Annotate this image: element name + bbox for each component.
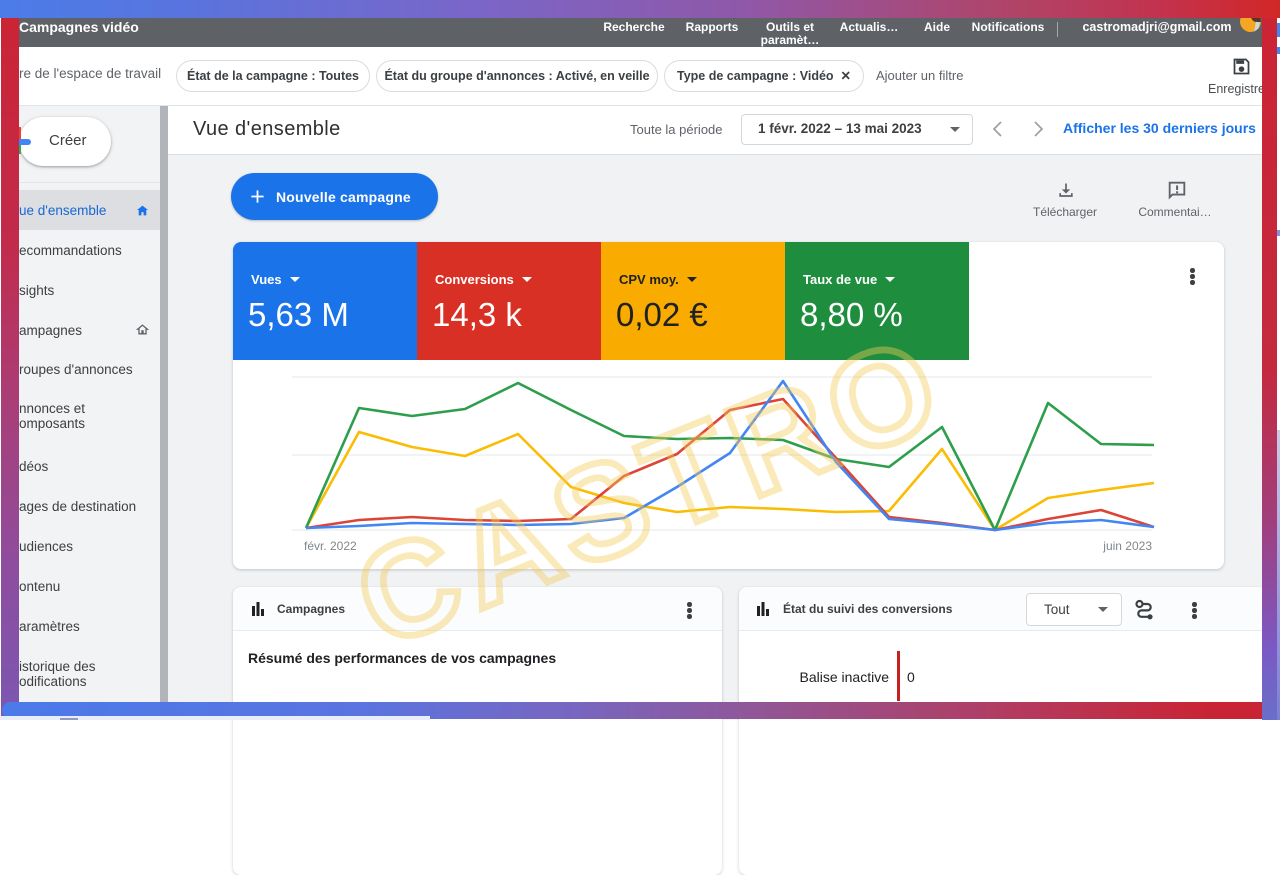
- svg-text:juin 2023: juin 2023: [1102, 539, 1152, 553]
- svg-text:févr. 2022: févr. 2022: [304, 539, 357, 553]
- svg-text:CASTRO: CASTRO: [337, 307, 966, 676]
